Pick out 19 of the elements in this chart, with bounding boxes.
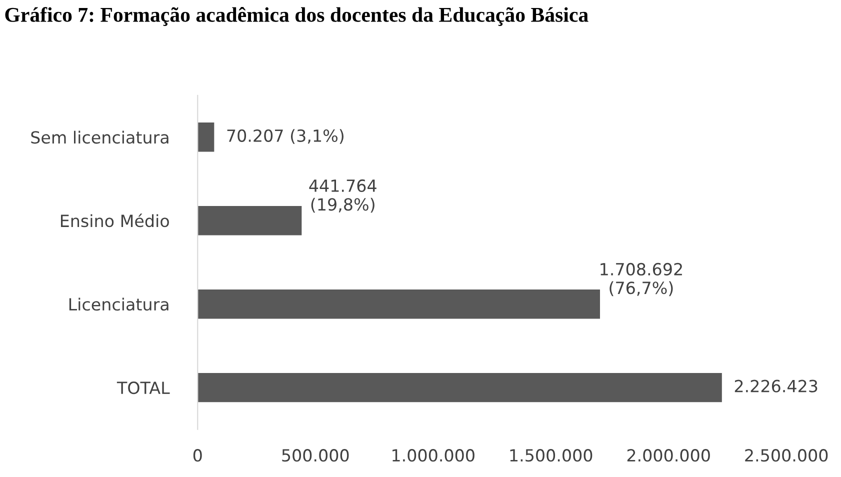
y-tick-label: Licenciatura xyxy=(69,298,168,311)
bar xyxy=(198,206,302,236)
x-tick-label: 1.500.000 xyxy=(510,449,592,462)
bar xyxy=(198,372,722,402)
chart-title: Gráfico 7: Formação acadêmica dos docentes da Educação Básica xyxy=(5,7,588,26)
data-label: 70.207 (3,1%) xyxy=(227,129,344,144)
x-tick-label: 0 xyxy=(193,449,202,462)
x-tick-label: 1.000.000 xyxy=(392,449,474,462)
x-tick-label: 500.000 xyxy=(282,449,349,462)
y-tick-label: Ensino Médio xyxy=(60,214,169,228)
bar xyxy=(198,122,214,152)
data-label: 441.764 (19,8%) xyxy=(309,179,376,213)
y-tick-label: TOTAL xyxy=(116,382,170,394)
x-tick-label: 2.000.000 xyxy=(627,449,710,462)
data-label: 1.708.692 (76,7%) xyxy=(600,262,682,296)
y-tick-label: Sem licenciatura xyxy=(31,130,168,144)
data-label: 2.226.423 xyxy=(734,380,818,392)
bar xyxy=(198,289,600,319)
x-tick-label: 2.500.000 xyxy=(745,449,828,462)
